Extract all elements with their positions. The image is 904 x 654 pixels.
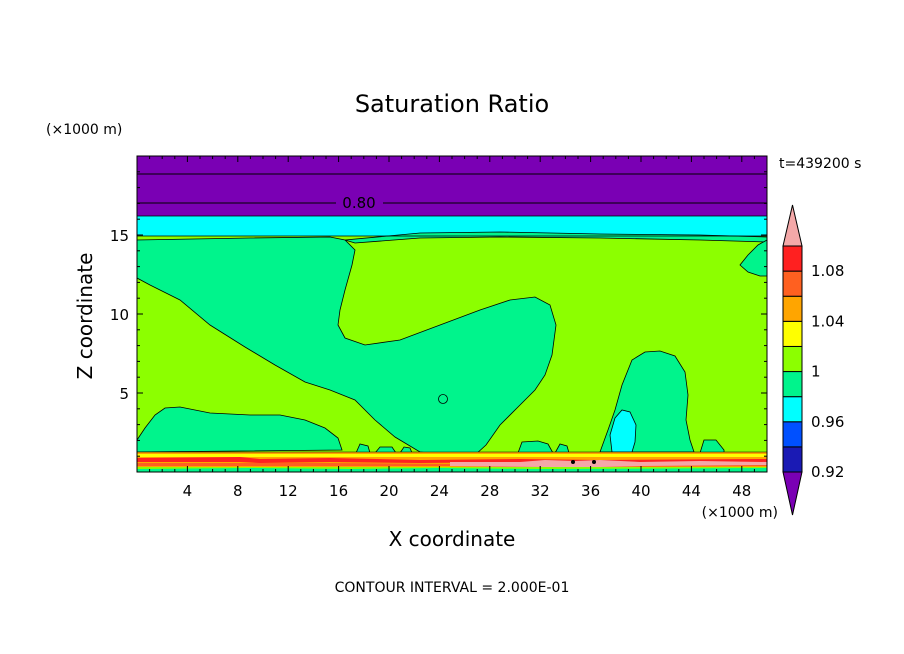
x-tick-label: 40: [631, 482, 650, 500]
x-tick-label: 32: [531, 482, 550, 500]
z-unit-label: (×1000 m): [46, 122, 122, 138]
colorbar-swatch: [782, 245, 803, 272]
x-tick-label: 4: [183, 482, 193, 500]
x-tick-label: 24: [430, 482, 449, 500]
contour-green-upper-left: [137, 236, 557, 456]
contour-label-080: 0.80: [342, 194, 375, 212]
colorbar-swatch: [782, 270, 803, 297]
contour-green-right-lobe: [739, 239, 767, 277]
x-unit-label: (×1000 m): [702, 505, 778, 521]
colorbar: 0.92 0.96 1 1.04 1.08: [782, 204, 844, 516]
colorbar-label: 0.92: [811, 463, 844, 481]
x-tick-label: 36: [581, 482, 600, 500]
colorbar-swatch: [782, 446, 803, 473]
x-tick-label: 8: [233, 482, 243, 500]
colorbar-swatch: [782, 345, 803, 373]
colorbar-swatch: [782, 320, 803, 347]
x-tick-label: 28: [480, 482, 499, 500]
y-tick-label: 5: [119, 385, 129, 403]
contour-cyan-blob: [609, 409, 637, 453]
y-tick-label: 10: [110, 306, 129, 324]
x-tick-label: 20: [379, 482, 398, 500]
colorbar-swatch: [782, 421, 803, 448]
contour-interval-note: CONTOUR INTERVAL = 2.000E-01: [335, 580, 570, 596]
x-axis-ticks: 4 8 12 16 20 24 28 32 36 40 44 48: [149, 156, 755, 500]
colorbar-label: 1: [811, 363, 821, 381]
x-tick-label: 48: [732, 482, 751, 500]
y-tick-label: 15: [110, 227, 129, 245]
contour-green-lower-left: [137, 406, 343, 453]
region-top-purple: [137, 156, 767, 216]
y-axis-ticks: 5 10 15: [110, 171, 767, 457]
colorbar-swatch: [782, 371, 803, 398]
contour-green-upper-strip: [344, 231, 767, 244]
colorbar-label: 0.96: [811, 413, 844, 431]
colorbar-swatch: [782, 396, 803, 423]
x-tick-label: 12: [279, 482, 298, 500]
x-tick-label: 44: [682, 482, 701, 500]
chart-title: Saturation Ratio: [355, 90, 549, 118]
colorbar-swatch: [782, 295, 803, 322]
colorbar-label: 1.04: [811, 312, 844, 330]
x-axis-label: X coordinate: [389, 527, 516, 551]
contour-small-cells: [355, 439, 725, 454]
contour-small-cell: [438, 394, 448, 404]
y-axis-label: Z coordinate: [73, 253, 97, 380]
time-label: t=439200 s: [779, 156, 861, 172]
region-cyan-layer: [137, 216, 767, 236]
colorbar-under-arrow: [782, 471, 803, 516]
x-tick-label: 16: [329, 482, 348, 500]
contour-field: [137, 156, 767, 472]
colorbar-over-arrow: [782, 204, 803, 247]
colorbar-label: 1.08: [811, 262, 844, 280]
